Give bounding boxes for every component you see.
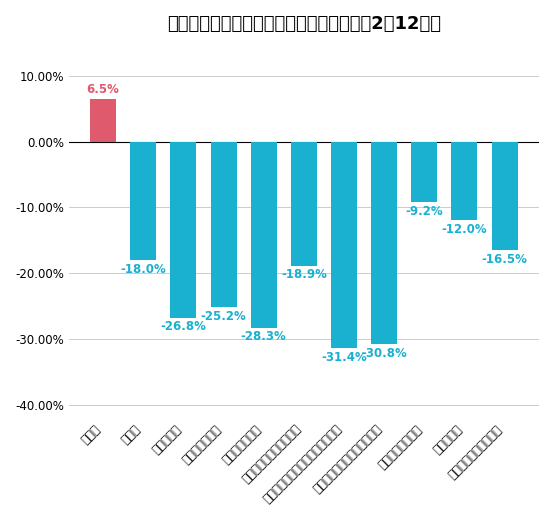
Text: -25.2%: -25.2% <box>201 310 247 323</box>
Text: -18.0%: -18.0% <box>120 263 166 276</box>
Bar <box>371 142 397 344</box>
Bar <box>411 142 437 202</box>
Text: -26.8%: -26.8% <box>161 320 207 333</box>
Bar <box>90 99 116 142</box>
Bar <box>130 142 156 260</box>
Text: -9.2%: -9.2% <box>406 205 443 218</box>
Bar <box>452 142 478 220</box>
Bar <box>171 142 197 318</box>
Text: -30.8%: -30.8% <box>361 346 407 359</box>
Bar <box>250 142 277 328</box>
Text: 6.5%: 6.5% <box>87 83 120 96</box>
Bar <box>291 142 317 266</box>
Text: -28.3%: -28.3% <box>241 330 286 343</box>
Text: -16.5%: -16.5% <box>481 253 527 266</box>
Bar <box>491 142 517 250</box>
Bar <box>331 142 357 348</box>
Title: 【産業別】新規求人数　前年同月比（令和2年12月）: 【産業別】新規求人数 前年同月比（令和2年12月） <box>167 15 441 33</box>
Text: -18.9%: -18.9% <box>281 268 327 281</box>
Text: -31.4%: -31.4% <box>321 351 367 364</box>
Bar <box>211 142 237 307</box>
Text: -12.0%: -12.0% <box>442 223 488 236</box>
